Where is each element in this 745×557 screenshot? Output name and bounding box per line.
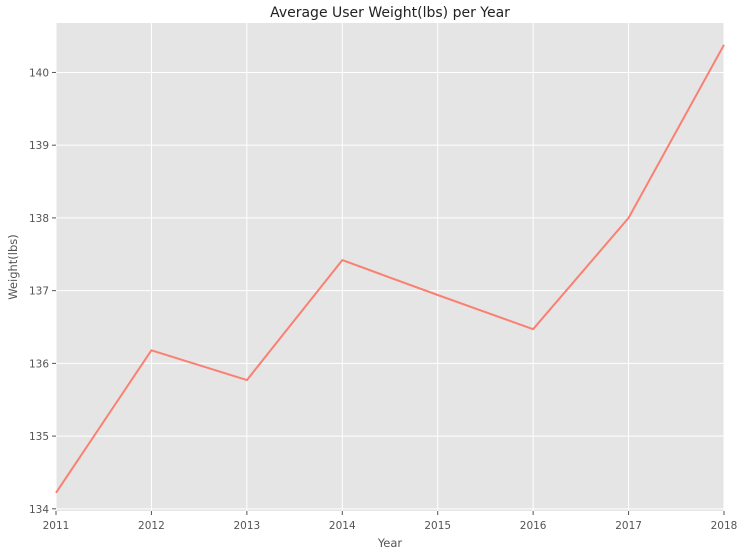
x-axis-label: Year: [377, 536, 403, 550]
y-tick-label: 136: [29, 358, 49, 370]
x-tick-label: 2013: [233, 520, 260, 532]
y-tick-label: 137: [29, 286, 49, 298]
plot-area: [56, 23, 724, 511]
x-tick-label: 2011: [43, 520, 70, 532]
y-axis-label: Weight(lbs): [6, 234, 20, 300]
axis-ticks: 2011 2012 2013 2014 2015 2016 2017 2018 134 135 13…: [29, 67, 737, 532]
x-tick-label: 2016: [520, 520, 547, 532]
y-tick-label: 134: [29, 504, 49, 516]
x-tick-label: 2017: [615, 520, 642, 532]
x-tick-label: 2015: [424, 520, 451, 532]
chart-title: Average User Weight(lbs) per Year: [270, 5, 510, 21]
y-tick-label: 135: [29, 431, 49, 443]
series-lines: [55, 44, 725, 494]
y-tick-label: 138: [29, 213, 49, 225]
y-tick-label: 139: [29, 140, 49, 152]
x-tick-label: 2018: [711, 520, 738, 532]
grid-lines: [55, 23, 725, 511]
y-tick-label: 140: [29, 67, 49, 79]
series-line: [55, 44, 725, 494]
x-tick-label: 2014: [329, 520, 356, 532]
x-tick-label: 2012: [138, 520, 165, 532]
